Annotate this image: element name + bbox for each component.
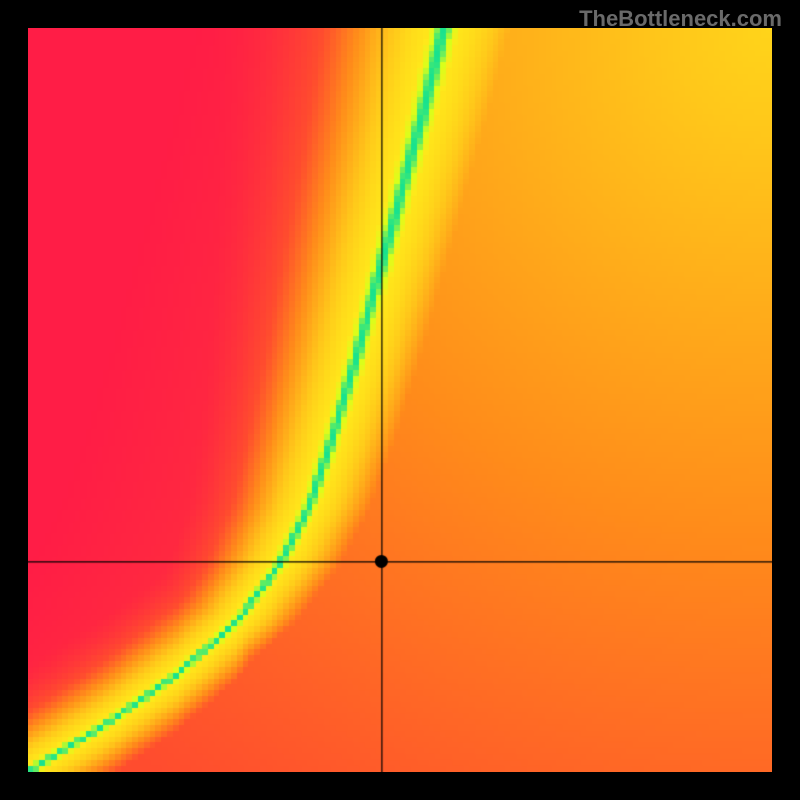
plot-frame [28,28,772,772]
watermark: TheBottleneck.com [579,6,782,32]
heatmap-canvas [28,28,772,772]
